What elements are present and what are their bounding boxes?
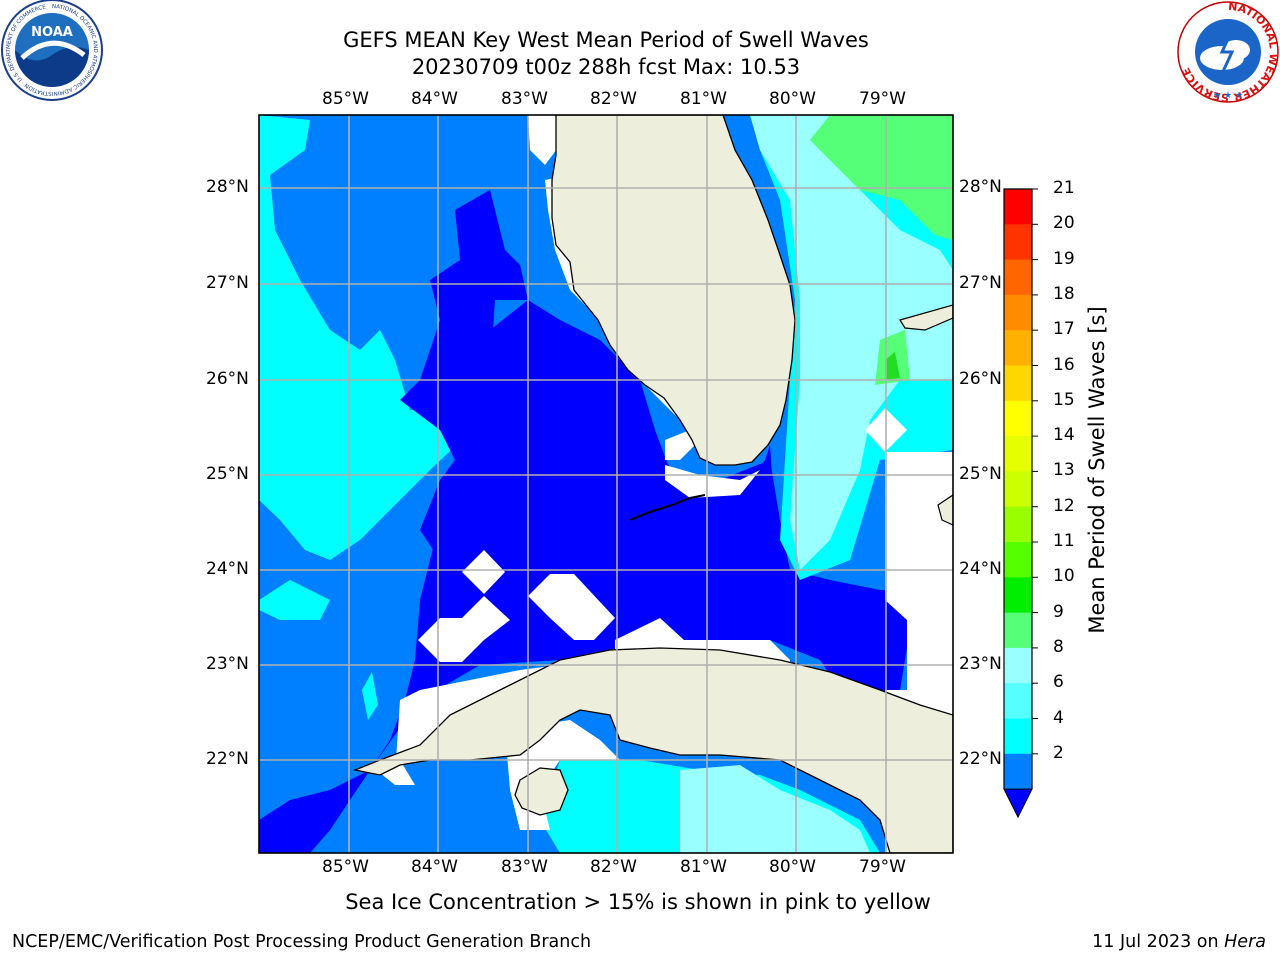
footer-credit: NCEP/EMC/Verification Post Processing Pr… bbox=[12, 932, 592, 952]
missing-data-1 bbox=[462, 550, 505, 594]
nws-logo: NATIONAL WEATHER SERVICE ★ ★ ★ bbox=[1177, 0, 1280, 104]
colorbar-tick-label: 2 bbox=[1053, 742, 1064, 763]
lon-label-top: 79°W bbox=[859, 89, 906, 109]
lat-label-left: 22°N bbox=[206, 749, 249, 769]
colorbar-segment bbox=[1004, 294, 1032, 331]
colorbar-segment bbox=[1004, 365, 1032, 402]
ocean-period-6-8-south bbox=[680, 765, 870, 853]
lon-label-bottom: 80°W bbox=[769, 857, 816, 877]
lat-label-left: 26°N bbox=[206, 369, 249, 389]
noaa-logo-text: NOAA bbox=[31, 25, 73, 40]
footer-date: 11 Jul 2023 on Hera bbox=[1092, 932, 1266, 952]
colorbar-segment bbox=[1004, 400, 1032, 437]
missing-data-keys bbox=[665, 465, 760, 498]
colorbar-segment bbox=[1004, 259, 1032, 296]
ocean-period-4-6-small bbox=[362, 672, 378, 720]
colorbar-segment bbox=[1004, 224, 1032, 261]
graticule bbox=[259, 115, 953, 853]
colorbar-segment bbox=[1004, 647, 1032, 684]
map-subtitle: 20230709 t00z 288h fcst Max: 10.53 bbox=[411, 55, 801, 79]
noaa-logo: NOAA NATIONAL OCEANIC AND ATMOSPHERIC AD… bbox=[1, 0, 103, 101]
colorbar-tick-label: 18 bbox=[1053, 283, 1075, 304]
colorbar-tick-label: 20 bbox=[1053, 213, 1075, 234]
map-frame bbox=[258, 114, 954, 854]
lon-label-top: 85°W bbox=[322, 89, 369, 109]
sea-ice-note: Sea Ice Concentration > 15% is shown in … bbox=[345, 890, 931, 914]
colorbar-tick-label: 17 bbox=[1053, 319, 1075, 340]
colorbar-tick-label: 11 bbox=[1053, 531, 1075, 551]
colorbar-segment bbox=[1004, 683, 1032, 719]
colorbar-label: Mean Period of Swell Waves [s] bbox=[1085, 306, 1109, 634]
nws-stars-icon: ★ ★ ★ bbox=[1213, 91, 1243, 101]
map-area bbox=[259, 115, 953, 853]
lat-label-right: 28°N bbox=[959, 177, 1002, 197]
footer-machine: Hera bbox=[1224, 932, 1266, 952]
colorbar-tick-label: 8 bbox=[1053, 636, 1064, 657]
colorbar-segment bbox=[1004, 577, 1032, 614]
colorbar-segment bbox=[1004, 471, 1032, 508]
lon-label-top: 81°W bbox=[680, 89, 727, 109]
lon-label-bottom: 83°W bbox=[501, 857, 548, 877]
colorbar bbox=[1003, 188, 1038, 819]
colorbar-tick-label: 13 bbox=[1053, 460, 1075, 481]
lon-label-top: 83°W bbox=[501, 89, 548, 109]
lat-label-left: 27°N bbox=[206, 273, 249, 293]
lat-label-right: 26°N bbox=[959, 369, 1002, 389]
colorbar-segment bbox=[1004, 330, 1032, 366]
lon-label-top: 84°W bbox=[411, 89, 458, 109]
land-cuba bbox=[352, 647, 953, 853]
colorbar-segment bbox=[1004, 506, 1032, 543]
colorbar-tick-label: 14 bbox=[1053, 425, 1075, 446]
keys-islands bbox=[629, 494, 706, 521]
lat-label-left: 25°N bbox=[206, 464, 249, 484]
land-bahamas-grand bbox=[899, 304, 953, 331]
lat-label-left: 23°N bbox=[206, 654, 249, 674]
colorbar-segment bbox=[1004, 189, 1032, 225]
colorbar-tick-label: 12 bbox=[1053, 495, 1075, 516]
colorbar-segment bbox=[1004, 436, 1032, 472]
lon-label-bottom: 82°W bbox=[590, 857, 637, 877]
lon-label-bottom: 81°W bbox=[680, 857, 727, 877]
ocean-period-4-6-west bbox=[259, 115, 462, 560]
footer-date-text: 11 Jul 2023 on bbox=[1092, 932, 1225, 952]
missing-data-3 bbox=[528, 574, 615, 640]
colorbar-extend-arrow bbox=[1003, 788, 1033, 819]
land-bahamas-andros bbox=[937, 494, 953, 526]
colorbar-tick-label: 9 bbox=[1053, 601, 1064, 622]
colorbar-tick-label: 15 bbox=[1053, 389, 1075, 410]
lon-label-top: 82°W bbox=[590, 89, 637, 109]
lat-label-right: 22°N bbox=[959, 749, 1002, 769]
ocean-period-8-9-east bbox=[750, 115, 953, 570]
colorbar-tick-label: 19 bbox=[1053, 248, 1075, 269]
colorbar-segment bbox=[1004, 542, 1032, 578]
colorbar-tick-label: 21 bbox=[1053, 178, 1075, 198]
missing-data-2 bbox=[418, 596, 510, 662]
lon-label-bottom: 84°W bbox=[411, 857, 458, 877]
ocean-period-10-11-bahamas bbox=[885, 352, 900, 380]
colorbar-segment bbox=[1004, 612, 1032, 649]
ocean-period-9-10-ne bbox=[810, 115, 953, 240]
ocean-period-below-2-main bbox=[420, 300, 790, 630]
lat-label-right: 25°N bbox=[959, 464, 1002, 484]
lat-label-right: 23°N bbox=[959, 654, 1002, 674]
lat-label-right: 24°N bbox=[959, 559, 1002, 579]
colorbar-tick-label: 16 bbox=[1053, 354, 1075, 375]
lon-label-bottom: 79°W bbox=[859, 857, 906, 877]
colorbar-segment bbox=[1004, 753, 1032, 790]
colorbar-tick-label: 4 bbox=[1053, 707, 1064, 728]
lat-label-right: 27°N bbox=[959, 273, 1002, 293]
lon-label-top: 80°W bbox=[769, 89, 816, 109]
map-title: GEFS MEAN Key West Mean Period of Swell … bbox=[343, 28, 869, 52]
missing-data-florida-west bbox=[528, 115, 560, 165]
colorbar-tick-label: 6 bbox=[1053, 672, 1064, 693]
land-florida bbox=[551, 115, 796, 466]
colorbar-segment bbox=[1004, 718, 1032, 755]
colorbar-tick-label: 10 bbox=[1053, 566, 1075, 587]
lat-label-left: 28°N bbox=[206, 177, 249, 197]
ocean-period-4-6-sw bbox=[259, 580, 330, 620]
lon-label-bottom: 85°W bbox=[322, 857, 369, 877]
lat-label-left: 24°N bbox=[206, 559, 249, 579]
colorbar-frame bbox=[1003, 188, 1033, 790]
